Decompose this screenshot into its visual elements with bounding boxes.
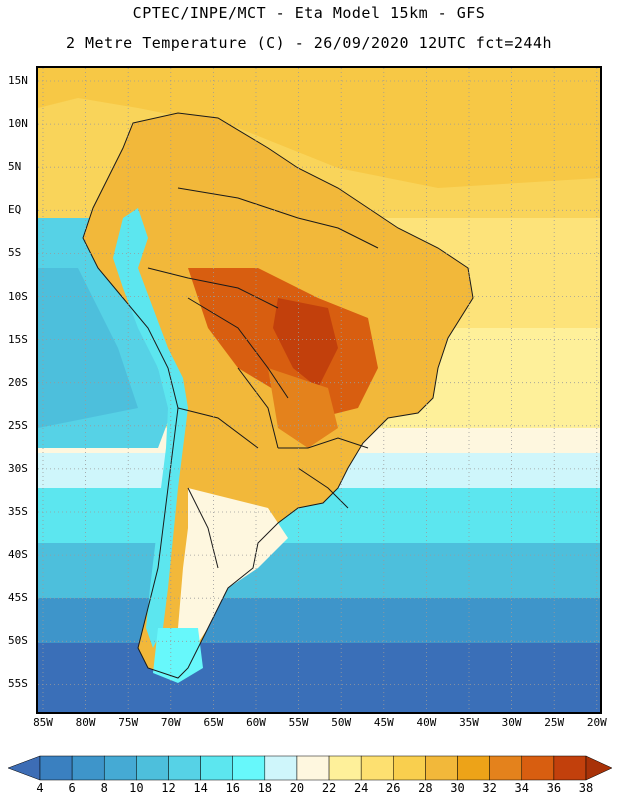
colorbar-label: 10 [129,781,144,795]
andes-cold [113,208,188,648]
colorbar-swatch [553,755,587,781]
colorbar-swatch [168,755,201,781]
colorbar-swatch [489,755,523,781]
lon-label: 80W [75,716,96,729]
lat-label: 5S [8,246,22,260]
colorbar-swatch [521,755,555,781]
lon-label: 75W [118,716,139,729]
lon-label: 55W [288,716,309,729]
colorbar-swatch [39,755,73,781]
ocean-cold-2 [38,543,600,603]
colorbar-label: 4 [36,781,44,795]
lat-label: 15N [8,74,28,87]
patagonia-cool [153,628,203,683]
colorbar-swatch [393,755,426,781]
lat-label: 10S [8,289,28,303]
colorbar-swatch [264,755,298,781]
north-warm-region [38,68,600,188]
lon-label: 70W [160,716,181,729]
pacific-cooler [38,268,138,428]
central-warm [268,368,338,448]
colorbar-label: 26 [386,781,401,795]
colorbar-swatch [232,755,266,781]
ocean-cold-3 [38,598,600,648]
colorbar-label: 6 [68,781,76,795]
lat-label: 35S [8,505,28,518]
lon-label: 45W [373,716,394,729]
colorbar-label: 22 [321,781,337,795]
graticule [38,68,600,712]
colorbar-label: 20 [289,781,305,795]
lon-label: 20W [586,716,607,729]
map-subtitle: 2 Metre Temperature (C) - 26/09/2020 12U… [65,34,553,52]
colorbar-label: 34 [514,781,529,795]
lat-label: 10N [8,117,28,131]
colorbar-label: 30 [450,781,465,795]
lon-label: 25W [544,716,565,729]
lat-label: 15S [8,332,28,346]
colorbar-label: 36 [546,781,562,795]
colorbar-swatch [103,755,137,781]
lat-label: 30S [8,461,28,475]
temperature-map [36,66,602,714]
lon-label: 60W [246,716,266,729]
colorbar-label: 12 [161,781,176,795]
lat-label: 5N [8,160,22,174]
colorbar-swatch [457,755,490,781]
colorbar-label: 16 [225,781,240,795]
lon-label: 50W [331,716,352,729]
colorbar-label: 18 [257,781,273,795]
colorbar-label: 28 [418,781,433,795]
map-title: CPTEC/INPE/MCT - Eta Model 15km - GFS [132,4,486,22]
colorbar-swatch [136,755,169,781]
colorbar-arrow-low [7,755,41,781]
lon-label: 65W [203,716,224,729]
colorbar-swatch [360,755,394,781]
colorbar-swatch [200,755,233,781]
colorbar-swatch [425,755,458,781]
lat-label: 25S [8,418,28,432]
lat-label: 45S [8,591,28,605]
colorbar-arrow-high [585,755,613,781]
lat-label: 20S [8,375,28,389]
lon-label: 30W [501,716,522,729]
hottest-core [273,298,338,388]
lon-label: 85W [33,716,53,729]
colorbar-swatch [328,755,362,781]
colorbar-label: 14 [193,781,208,795]
lon-label: 35W [459,716,479,729]
lat-label: 55S [8,677,28,691]
southern-cone-mild [178,488,288,658]
colorbar-label: 8 [100,781,108,795]
country-borders [82,112,474,679]
lat-label: 40S [8,548,28,562]
colorbar-swatch [71,755,105,781]
colorbar [7,755,613,781]
colorbar-label: 38 [578,781,594,795]
lat-label: EQ [8,203,22,217]
colorbar-label: 32 [482,781,497,795]
ocean-cold-4 [38,643,600,712]
lon-label: 40W [416,716,437,729]
lat-label: 50S [8,634,28,648]
colorbar-swatch [296,755,330,781]
colorbar-label: 24 [353,781,369,795]
